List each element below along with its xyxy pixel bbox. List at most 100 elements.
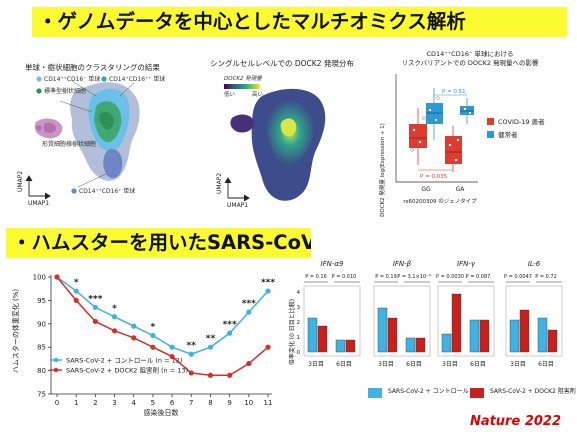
significance-marker: ***	[242, 299, 256, 309]
ifn-panel-gene: IFN-γ	[457, 260, 476, 268]
weight-x-tick-label: 5	[151, 399, 155, 407]
umap-dock2-axis-x-label: UMAP1	[227, 202, 248, 209]
weight-x-tick-label: 7	[189, 399, 193, 407]
ifn-box	[345, 339, 356, 353]
ifn-y-tick-label: 0	[297, 350, 301, 356]
point-control	[188, 351, 194, 357]
umap-axis-y-label: UMAP2	[17, 171, 24, 192]
weight-y-tick-label: 90	[37, 320, 46, 328]
weight-x-tick-label: 6	[170, 399, 175, 407]
point-control	[246, 309, 252, 315]
umap-axes	[25, 175, 51, 200]
dock2-legend-title: DOCK2 発現量	[224, 75, 262, 82]
ifn-y-tick-label: 2	[297, 320, 301, 326]
box-gg-healthy	[426, 103, 443, 124]
weight-legend: SARS-CoV-2 + コントロール (n = 12) SARS-CoV-2 …	[50, 357, 188, 375]
significance-marker: *	[74, 278, 79, 288]
box-ga-covid	[445, 136, 462, 164]
significance-marker: *	[151, 323, 156, 333]
ifn-ylabel: 倍率変化 (0 日目と比較)	[288, 299, 296, 365]
dock2-expression-blob	[230, 88, 326, 201]
point-control	[150, 332, 156, 339]
weight-ylabel: ハムスターの体重変化 (%)	[11, 289, 20, 374]
weight-y-tick-label: 95	[37, 297, 46, 305]
weight-x-tick-label: 2	[93, 399, 97, 407]
ifn-panel-gene: IL-6	[528, 260, 541, 268]
umap-cluster-blobs	[34, 82, 140, 181]
point-inhibitor	[150, 344, 156, 350]
umap-clusters-title: 単球・樹状細胞のクラスタリングの結果	[25, 62, 160, 72]
ifn-p-day3: P = 0.0047	[504, 274, 532, 280]
dock2-legend-low: 低い	[224, 90, 236, 98]
ifn-box	[415, 337, 426, 353]
point-inhibitor	[131, 335, 137, 341]
cluster-label: 標準型樹状細胞	[44, 87, 86, 95]
cluster-label: CD14⁺⁺CD16⁺ 単球	[79, 187, 135, 195]
ifn-p-day3: P = 0.0030	[436, 274, 464, 280]
ifn-box	[377, 307, 388, 353]
weight-x-tick-label: 11	[264, 399, 273, 407]
point-control	[227, 330, 233, 336]
umap-clusters-panel: 単球・樹状細胞のクラスタリングの結果 CD14⁺⁺CD16⁻ 単球 CD14⁺C…	[17, 62, 165, 207]
ifn-box	[405, 337, 416, 353]
genotype-xlabel: rs60200309 のジェノタイプ	[403, 197, 477, 205]
box-ga-healthy	[460, 106, 474, 115]
ifn-p-day6: P = 0.72	[535, 274, 557, 280]
ifn-p-day6: P = 3.1×10⁻⁴	[397, 274, 431, 280]
ifn-day-label: 6日目	[538, 361, 554, 368]
weight-series: *******************	[54, 274, 275, 378]
significance-marker: ***	[261, 278, 275, 288]
point-inhibitor	[111, 328, 118, 334]
legend-swatch-healthy	[487, 131, 494, 138]
point-inhibitor	[188, 370, 194, 376]
legend-inhibitor: SARS-CoV-2 + DOCK2 阻害剤 (n = 13)	[66, 366, 188, 375]
ifn-box	[387, 317, 398, 353]
ifn-box	[537, 317, 548, 353]
interferon-boxplot-chart: 倍率変化 (0 日目と比較) IFN-α9 P = 0.16 P = 0.010 3日…	[288, 260, 576, 398]
ifn-legend-swatch-control	[368, 388, 382, 398]
weight-x-tick-label: 0	[55, 399, 59, 407]
genotype-legend: COVID-19 患者 健常者	[487, 117, 545, 139]
umap-dock2-axis-y-label: UMAP2	[216, 173, 223, 194]
point-inhibitor	[246, 360, 252, 367]
umap-dock2-axes	[224, 177, 250, 202]
weight-y-tick-label: 85	[37, 344, 46, 352]
ifn-box	[547, 329, 558, 353]
genotype-p-covid: P = 0.035	[420, 174, 448, 180]
ifn-box	[451, 293, 462, 353]
significance-marker: **	[187, 341, 197, 351]
ifn-panels: IFN-α9 P = 0.16 P = 0.010 3日目 6日目 IFN-β P = 0.…	[297, 260, 563, 368]
ifn-p-day3: P = 0.19	[375, 274, 397, 280]
box-gg-covid	[409, 124, 427, 148]
weight-x-tick-label: 3	[112, 399, 116, 407]
genotype-points	[410, 96, 472, 162]
weight-x-tick-label: 4	[131, 399, 136, 407]
ifn-day-label: 3日目	[442, 361, 458, 368]
weight-y-tick-label: 100	[33, 274, 46, 282]
ifn-panel-frame	[505, 285, 563, 357]
ifn-day-label: 6日目	[336, 361, 352, 368]
ifn-day-label: 6日目	[406, 361, 422, 368]
weight-y-tick-label: 75	[37, 391, 46, 399]
legend-control: SARS-CoV-2 + コントロール (n = 12)	[66, 357, 182, 365]
ifn-panel-frame	[303, 285, 361, 357]
point-control	[131, 323, 137, 329]
umap-dock2-panel: シングルセルレベルでの DOCK2 発現分布 DOCK2 発現量 低い 高い U…	[210, 58, 354, 209]
ifn-day-label: 3日目	[308, 361, 324, 368]
ifn-box	[317, 325, 328, 353]
point-control	[265, 288, 271, 294]
point-inhibitor	[92, 318, 98, 325]
umap-cluster-legend: CD14⁺⁺CD16⁻ 単球 CD14⁺CD16⁺⁺ 単球 標準型樹状細胞 形質…	[36, 75, 165, 195]
genotype-p-healthy: P = 0.51	[442, 89, 466, 95]
ifn-p-day6: P = 0.010	[332, 274, 357, 280]
weight-y-tick-label: 80	[37, 367, 46, 375]
ifn-day-label: 3日目	[378, 361, 394, 368]
dock2-legend-high: 高い	[252, 90, 264, 98]
ifn-panel-frame	[373, 285, 431, 357]
weight-change-chart: ハムスターの体重変化 (%) 感染後日数 75 80 85 90 95 100 0 1 2 3 4 5…	[11, 274, 275, 418]
ifn-box	[307, 317, 318, 353]
section-title-multiomics: ・ゲノムデータを中心としたマルチオミクス解析	[32, 7, 567, 37]
legend-swatch-covid	[487, 118, 494, 125]
genotype-ylabel: DOCK2 発現量 log(Expression + 1)	[378, 123, 386, 217]
